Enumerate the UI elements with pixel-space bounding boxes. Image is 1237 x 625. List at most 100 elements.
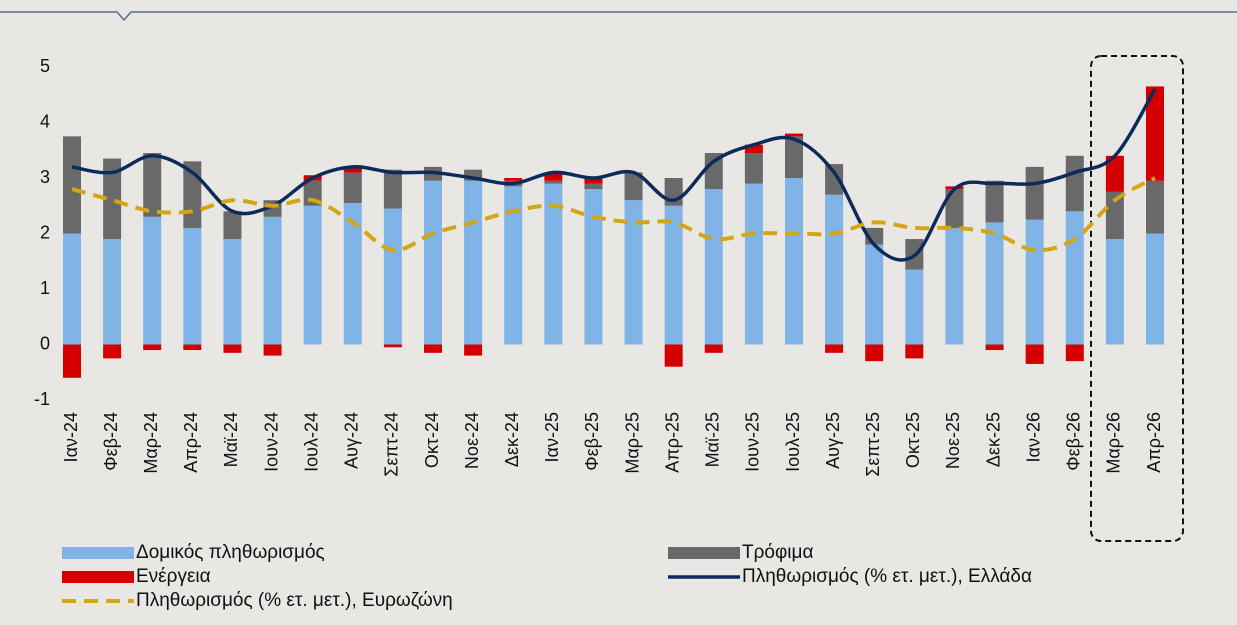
bar-segment [785, 136, 803, 178]
bar-segment [744, 183, 763, 345]
bar-segment [744, 153, 763, 184]
y-tick-label: 2 [40, 222, 50, 242]
bar-segment [945, 189, 964, 228]
bar-segment [704, 344, 723, 353]
bar-segment [1025, 344, 1044, 364]
x-tick-label: Αυγ-25 [823, 412, 843, 469]
x-tick-label: Σεπτ-25 [863, 412, 883, 477]
bar-segment [544, 180, 563, 184]
x-tick-label: Φεβ-24 [101, 412, 121, 471]
bar-segment [1065, 155, 1084, 212]
y-tick-label: -1 [34, 389, 50, 409]
x-tick-label: Δεκ-25 [983, 412, 1003, 467]
bar-segment [424, 344, 442, 353]
bar-segment [905, 269, 924, 345]
bar-segment [1065, 211, 1084, 345]
bar-segment [263, 344, 282, 356]
x-tick-label: Ιουν-24 [261, 412, 281, 472]
bar-segment [584, 189, 603, 345]
bar-segment [825, 194, 844, 345]
x-tick-label: Δεκ-24 [502, 412, 522, 467]
bar-segment [544, 183, 563, 345]
bar-segment [544, 172, 563, 181]
bar-segment [183, 227, 202, 345]
bar-segment [223, 344, 242, 353]
bar-segment [103, 344, 122, 359]
legend-swatch [62, 571, 134, 583]
bar-segment [664, 205, 683, 345]
bar-segment [103, 158, 122, 240]
x-tick-label: Ιουλ-24 [301, 412, 321, 472]
bar-segment [464, 344, 483, 356]
bar-segment [825, 164, 844, 195]
bar-segment [624, 200, 643, 345]
bar-segment [1146, 180, 1164, 234]
x-tick-label: Ιαν-24 [61, 412, 81, 462]
bar-segment [664, 344, 683, 367]
bar-segment [985, 180, 1004, 223]
legend-label: Πληθωρισμός (% ετ. μετ.), Ευρωζώνη [136, 590, 453, 611]
x-tick-label: Μαϊ-25 [703, 412, 723, 467]
bar-segment [1105, 155, 1124, 192]
x-tick-label: Απρ-26 [1144, 412, 1164, 473]
highlight-box [1090, 55, 1184, 542]
bar-segment [143, 153, 162, 217]
x-tick-label: Φεβ-26 [1064, 412, 1084, 471]
bar-segment [1146, 233, 1164, 345]
bar-segment [825, 344, 844, 353]
x-tick-label: Οκτ-25 [903, 412, 923, 468]
bar-segment [303, 205, 322, 345]
x-tick-label: Νοε-25 [943, 412, 963, 469]
bar-segment [624, 172, 643, 201]
x-tick-label: Απρ-25 [662, 412, 682, 473]
bar-segment [1025, 219, 1044, 345]
legend-label: Τρόφιμα [742, 542, 813, 563]
bar-segment [63, 344, 81, 378]
bar-segment [343, 202, 362, 345]
bar-segment [424, 180, 442, 345]
x-tick-label: Ιουν-25 [743, 412, 763, 472]
y-tick-label: 0 [40, 333, 50, 353]
x-tick-label: Ιαν-26 [1023, 412, 1043, 462]
bar-segment [223, 211, 242, 240]
bar-segment [1146, 86, 1164, 181]
x-tick-label: Απρ-24 [181, 412, 201, 473]
x-tick-label: Ιαν-25 [542, 412, 562, 462]
bar-segment [985, 344, 1004, 351]
bar-segment [103, 239, 122, 345]
bar-segment [785, 178, 803, 345]
bar-segment [263, 216, 282, 345]
bar-segment [63, 233, 81, 345]
y-tick-label: 4 [40, 111, 50, 131]
bar-segment [464, 180, 483, 345]
line-series [71, 176, 1156, 253]
legend-label: Ενέργεια [136, 566, 211, 587]
x-tick-label: Μαρ-26 [1104, 412, 1124, 474]
bar-segment [704, 189, 723, 345]
y-tick-label: 5 [40, 56, 50, 76]
x-tick-label: Μαρ-24 [141, 412, 161, 474]
bar-segment [945, 227, 964, 345]
bar-segment [143, 216, 162, 345]
bar-segment [905, 344, 924, 359]
line-series [71, 88, 1157, 262]
bar-segment [985, 222, 1004, 345]
x-tick-label: Ιουλ-25 [783, 412, 803, 472]
y-tick-label: 1 [40, 278, 50, 298]
bar-segment [584, 178, 603, 184]
legend-label: Πληθωρισμός (% ετ. μετ.), Ελλάδα [742, 566, 1032, 587]
x-tick-label: Αυγ-24 [342, 412, 362, 469]
bar-segment [183, 344, 202, 351]
x-tick-label: Μαρ-25 [622, 412, 642, 474]
legend-swatch [668, 547, 740, 559]
legend-label: Δομικός πληθωρισμός [136, 542, 325, 563]
y-tick-label: 3 [40, 167, 50, 187]
bar-segment [584, 183, 603, 190]
bar-segment [1065, 344, 1084, 362]
bar-segment [504, 178, 523, 181]
x-tick-label: Σεπτ-24 [382, 412, 402, 477]
bar-segment [1025, 166, 1044, 220]
bar-segment [865, 344, 884, 362]
bar-segment [343, 172, 362, 203]
